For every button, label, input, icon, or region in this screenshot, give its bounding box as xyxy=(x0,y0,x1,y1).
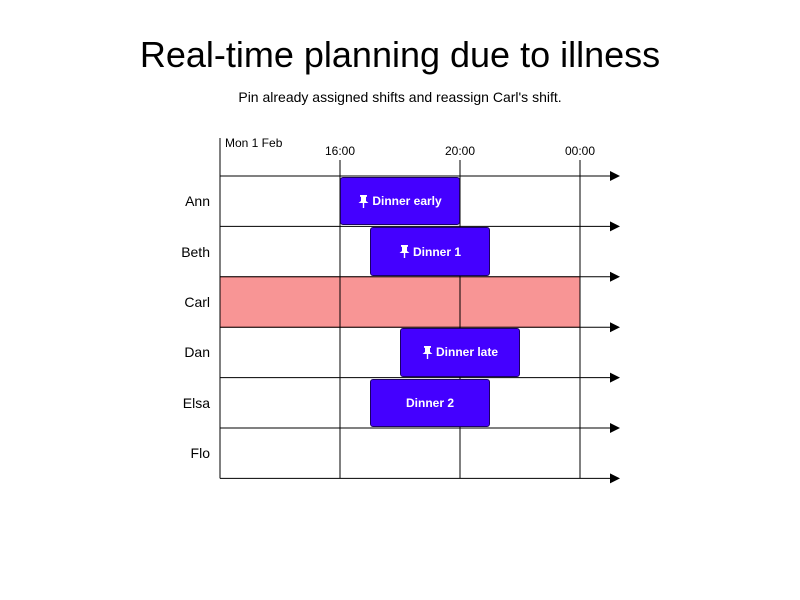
shift-block[interactable]: Dinner 2 xyxy=(370,378,490,427)
arrow-right-icon xyxy=(610,372,620,383)
shift-block[interactable]: Dinner early xyxy=(340,177,460,226)
time-label: 16:00 xyxy=(324,144,356,158)
employee-label-flo: Flo xyxy=(190,445,210,462)
arrow-right-icon xyxy=(610,221,620,232)
time-label: 00:00 xyxy=(564,144,596,158)
unavailable-row-highlight xyxy=(219,276,581,328)
arrow-right-icon xyxy=(610,171,620,181)
employee-label-ann: Ann xyxy=(185,193,210,210)
shift-label: Dinner 1 xyxy=(412,244,461,259)
arrow-right-icon xyxy=(610,322,620,333)
arrow-right-icon xyxy=(610,423,620,433)
shift-block[interactable]: Dinner 1 xyxy=(370,227,490,276)
pushpin-icon xyxy=(399,245,410,259)
shift-label: Dinner late xyxy=(435,345,498,360)
employee-label-beth: Beth xyxy=(181,243,210,260)
shift-block[interactable]: Dinner late xyxy=(400,328,520,377)
pushpin-icon xyxy=(422,345,433,359)
employee-label-dan: Dan xyxy=(184,344,210,361)
date-label: Mon 1 Feb xyxy=(225,136,283,150)
arrow-right-icon xyxy=(610,473,620,484)
employee-label-elsa: Elsa xyxy=(182,394,210,411)
arrow-right-icon xyxy=(610,271,620,282)
pushpin-icon xyxy=(358,194,369,208)
page-subtitle: Pin already assigned shifts and reassign… xyxy=(238,89,562,105)
shift-label: Dinner 2 xyxy=(405,395,454,410)
page-title: Real-time planning due to illness xyxy=(139,34,661,75)
employee-label-carl: Carl xyxy=(184,294,210,310)
shift-label: Dinner early xyxy=(372,194,442,209)
time-label: 20:00 xyxy=(444,144,476,158)
